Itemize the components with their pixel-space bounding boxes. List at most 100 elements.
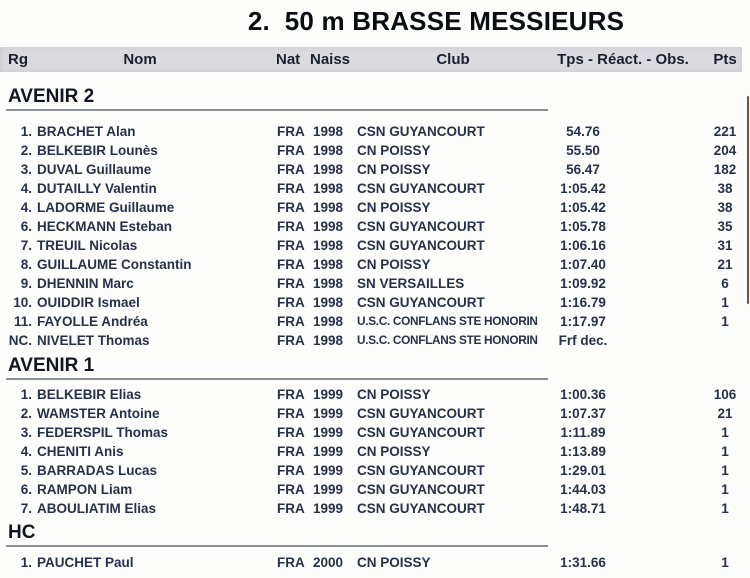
- section-heading: HC: [6, 522, 548, 547]
- rank-cell: 4.: [20, 200, 32, 215]
- reaction-obs-gap: [626, 404, 700, 423]
- name-cell: CHENITI Anis: [37, 444, 124, 459]
- time-cell: 56.47: [566, 162, 600, 177]
- club-cell: SN VERSAILLES: [357, 276, 465, 291]
- points-cell: 1: [721, 295, 729, 310]
- result-row: 4. LADORME Guillaume FRA 1998 CN POISSY …: [0, 198, 750, 217]
- points-cell: 21: [717, 406, 733, 421]
- column-header-nationality: Nat: [276, 51, 301, 68]
- section-heading: AVENIR 2: [6, 86, 548, 111]
- rank-cell: 1.: [20, 124, 32, 139]
- rank-cell: 4.: [20, 181, 32, 196]
- club-cell: CSN GUYANCOURT: [357, 181, 485, 196]
- rank-cell: 1.: [20, 555, 32, 570]
- club-cell: CSN GUYANCOURT: [357, 425, 485, 440]
- time-cell: 1:05.42: [560, 200, 606, 215]
- name-cell: OUIDDIR Ismael: [37, 295, 140, 310]
- time-cell: 1:13.89: [560, 444, 606, 459]
- nationality-cell: FRA: [277, 200, 305, 215]
- rank-cell: 3.: [20, 425, 32, 440]
- time-cell: 1:44.03: [560, 482, 606, 497]
- time-cell: 1:31.66: [560, 555, 606, 570]
- reaction-obs-gap: [626, 198, 700, 217]
- points-cell: 1: [721, 463, 729, 478]
- birthyear-cell: 1998: [313, 200, 344, 215]
- result-row: 9. DHENNIN Marc FRA 1998 SN VERSAILLES 1…: [0, 274, 750, 293]
- rank-cell: 1.: [20, 387, 32, 402]
- time-cell: 1:00.36: [560, 387, 606, 402]
- name-cell: BARRADAS Lucas: [37, 463, 158, 478]
- reaction-obs-gap: [626, 480, 700, 499]
- rank-cell: 7.: [20, 501, 32, 516]
- rank-cell: 9.: [20, 276, 32, 291]
- result-row: 1. BRACHET Alan FRA 1998 CSN GUYANCOURT …: [0, 122, 750, 141]
- points-cell: [700, 331, 750, 350]
- section-rows: 1. BELKEBIR Elias FRA 1999 CN POISSY 1:0…: [0, 385, 750, 518]
- event-title: 2. 50 m BRASSE MESSIEURS: [247, 6, 625, 36]
- club-cell: U.S.C. CONFLANS STE HONORIN: [357, 314, 538, 328]
- name-cell: FEDERSPIL Thomas: [37, 425, 169, 440]
- result-row: NC. NIVELET Thomas FRA 1998 U.S.C. CONFL…: [0, 331, 750, 350]
- result-section: HC 1. PAUCHET Paul FRA 2000 CN POISSY 1:…: [0, 522, 750, 572]
- points-cell: 1: [721, 314, 729, 329]
- birthyear-cell: 2000: [313, 555, 344, 570]
- time-cell: 1:29.01: [560, 463, 606, 478]
- column-header-name: Nom: [123, 51, 157, 68]
- result-row: 3. FEDERSPIL Thomas FRA 1999 CSN GUYANCO…: [0, 423, 750, 442]
- rank-cell: 7.: [20, 238, 32, 253]
- result-row: 8. GUILLAUME Constantin FRA 1998 CN POIS…: [0, 255, 750, 274]
- column-header-birthyear: Naiss: [310, 51, 351, 68]
- rank-cell: 6.: [20, 482, 32, 497]
- club-cell: CSN GUYANCOURT: [357, 295, 485, 310]
- result-row: 4. CHENITI Anis FRA 1999 CN POISSY 1:13.…: [0, 442, 750, 461]
- time-cell: 1:16.79: [560, 295, 606, 310]
- result-row: 3. DUVAL Guillaume FRA 1998 CN POISSY 56…: [0, 160, 750, 179]
- time-cell: 1:06.16: [560, 238, 606, 253]
- nationality-cell: FRA: [277, 444, 305, 459]
- result-row: 7. TREUIL Nicolas FRA 1998 CSN GUYANCOUR…: [0, 236, 750, 255]
- column-header-band: Rg Nom Nat Naiss Club Tps - Réact. - Obs…: [0, 47, 742, 72]
- nationality-cell: FRA: [277, 333, 305, 348]
- birthyear-cell: 1998: [313, 276, 344, 291]
- club-cell: CN POISSY: [357, 444, 431, 459]
- result-row: 7. ABOULIATIM Elias FRA 1999 CSN GUYANCO…: [0, 499, 750, 518]
- nationality-cell: FRA: [277, 257, 305, 272]
- time-cell: 1:07.40: [560, 257, 606, 272]
- result-section: AVENIR 2 1. BRACHET Alan FRA 1998 CSN GU…: [0, 86, 750, 350]
- nationality-cell: FRA: [277, 219, 305, 234]
- reaction-obs-gap: [626, 255, 700, 274]
- birthyear-cell: 1999: [313, 482, 344, 497]
- points-cell: 204: [713, 143, 737, 158]
- club-cell: CN POISSY: [357, 200, 431, 215]
- nationality-cell: FRA: [277, 276, 305, 291]
- birthyear-cell: 1998: [313, 238, 344, 253]
- reaction-obs-gap: [626, 160, 700, 179]
- birthyear-cell: 1999: [313, 463, 344, 478]
- birthyear-cell: 1999: [313, 425, 344, 440]
- result-row: 6. RAMPON Liam FRA 1999 CSN GUYANCOURT 1…: [0, 480, 750, 499]
- birthyear-cell: 1998: [313, 143, 344, 158]
- points-cell: 1: [721, 555, 729, 570]
- nationality-cell: FRA: [277, 295, 305, 310]
- club-cell: CN POISSY: [357, 162, 431, 177]
- points-cell: 1: [721, 482, 729, 497]
- club-cell: CN POISSY: [357, 387, 431, 402]
- name-cell: DUVAL Guillaume: [37, 162, 152, 177]
- rank-cell: 11.: [13, 314, 32, 329]
- time-cell: 1:48.71: [560, 501, 606, 516]
- points-cell: 21: [717, 257, 733, 272]
- name-cell: WAMSTER Antoine: [37, 406, 160, 421]
- time-cell: 1:09.92: [560, 276, 606, 291]
- name-cell: PAUCHET Paul: [37, 555, 134, 570]
- result-row: 2. BELKEBIR Lounès FRA 1998 CN POISSY 55…: [0, 141, 750, 160]
- reaction-obs-gap: [626, 274, 700, 293]
- name-cell: BRACHET Alan: [37, 124, 136, 139]
- name-cell: GUILLAUME Constantin: [37, 257, 192, 272]
- reaction-obs-gap: [626, 442, 700, 461]
- name-cell: RAMPON Liam: [37, 482, 133, 497]
- time-cell: 1:07.37: [560, 406, 606, 421]
- time-cell: 1:17.97: [560, 314, 606, 329]
- nationality-cell: FRA: [277, 425, 305, 440]
- reaction-obs-gap: [626, 217, 700, 236]
